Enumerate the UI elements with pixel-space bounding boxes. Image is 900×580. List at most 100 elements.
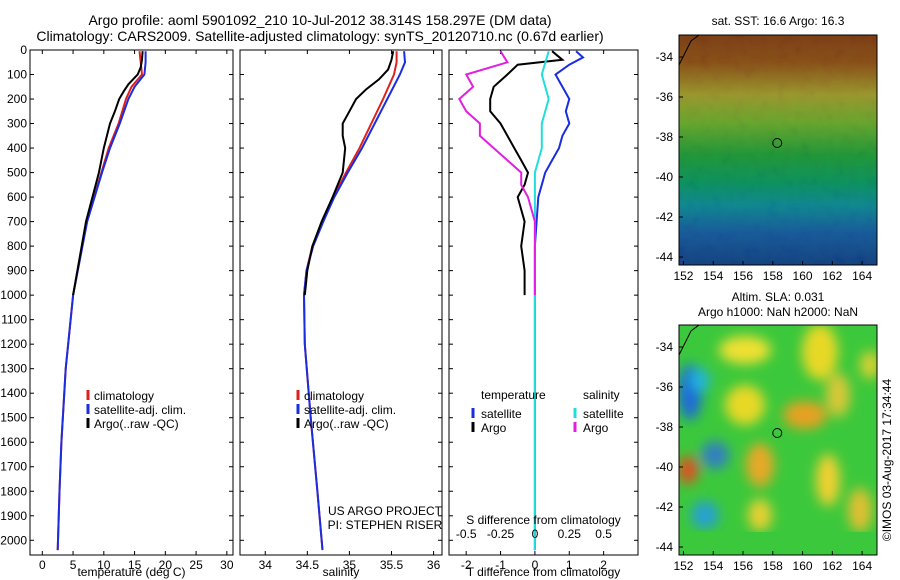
- sla-anomaly-blob: [691, 501, 719, 529]
- sla-anomaly-blob: [701, 441, 729, 469]
- y-tick-label: 900: [7, 264, 27, 278]
- sla-map-title: Altim. SLA: 0.031: [732, 290, 825, 304]
- series-line-salinity-argo: [458, 50, 536, 296]
- map-x-tick-label: 162: [822, 269, 842, 283]
- map-x-tick-label: 152: [673, 559, 693, 573]
- y-tick-label: 1600: [0, 435, 27, 449]
- coastline: [679, 325, 700, 356]
- sla-anomaly-blob: [860, 351, 877, 379]
- map-y-tick-label: -36: [656, 380, 674, 394]
- series-line-satellite-adj-clim-: [302, 51, 407, 551]
- x-tick-label: -2: [461, 558, 472, 572]
- x2-tick-label: 0.5: [595, 527, 612, 541]
- map-y-tick-label: -44: [656, 250, 674, 264]
- map-y-tick-label: -38: [656, 420, 674, 434]
- sla-anomaly-blob: [826, 373, 850, 417]
- x2-tick-label: 0.25: [558, 527, 582, 541]
- y-tick-label: 300: [7, 117, 27, 131]
- legend-label: Argo(..raw -QC): [94, 417, 179, 431]
- series-line-climatology: [56, 51, 144, 551]
- y-tick-label: 1700: [0, 460, 27, 474]
- map-x-tick-label: 164: [852, 269, 872, 283]
- sla-map-field: [679, 325, 877, 555]
- sla-anomaly-blob: [719, 336, 771, 364]
- sla-anomaly-blob: [690, 368, 710, 392]
- y-tick-label: 2000: [0, 533, 27, 547]
- x-tick-label: 34: [259, 558, 273, 572]
- imos-credit: ©IMOS 03-Aug-2017 17:34:44: [880, 379, 894, 542]
- plot-frame-salinity-profile: [239, 49, 443, 556]
- y-tick-label: 1400: [0, 386, 27, 400]
- x-axis-label: salinity: [323, 565, 360, 579]
- x-axis-label: temperature (deg C): [77, 565, 185, 579]
- sst-map-title: sat. SST: 16.6 Argo: 16.3: [712, 14, 845, 28]
- map-x-tick-label: 154: [703, 269, 723, 283]
- x-tick-label: 35.5: [380, 558, 404, 572]
- sla-anomaly-blob: [679, 456, 698, 484]
- y-tick-label: 500: [7, 166, 27, 180]
- legend-label: satellite: [481, 407, 522, 421]
- map-x-tick-label: 156: [733, 559, 753, 573]
- series-line-satellite-adj-clim-: [56, 51, 147, 551]
- legend-header-temperature: temperature: [481, 388, 546, 402]
- sla-anomaly-blobs: [679, 325, 877, 532]
- legend-label: Argo: [481, 421, 507, 435]
- map-x-tick-label: 160: [793, 269, 813, 283]
- y-tick-label: 200: [7, 92, 27, 106]
- x-tick-label: 10: [97, 558, 111, 572]
- x-tick-label: -1: [495, 558, 506, 572]
- y-tick-label: 100: [7, 68, 27, 82]
- map-x-tick-label: 156: [733, 269, 753, 283]
- x-tick-label: 1: [566, 558, 573, 572]
- y-tick-label: 1100: [1, 313, 27, 327]
- x-axis-label: T difference from climatology: [467, 565, 621, 579]
- sst-map-frame: [678, 34, 878, 266]
- series-line-salinity-satellite: [533, 50, 550, 551]
- sla-anomaly-blob: [748, 499, 772, 531]
- legend-label: climatology: [304, 389, 364, 403]
- map-x-tick-label: 158: [763, 269, 783, 283]
- y-tick-label: 1200: [0, 337, 27, 351]
- annotation-pi: PI: STEPHEN RISER: [328, 518, 443, 532]
- sst-map-field: [679, 35, 877, 265]
- legend-label: satellite: [583, 407, 624, 421]
- y-tick-label: 1300: [0, 362, 27, 376]
- y-tick-label: 1000: [0, 288, 27, 302]
- chart-title-line2: Climatology: CARS2009. Satellite-adjuste…: [36, 28, 604, 44]
- map-x-tick-label: 160: [793, 559, 813, 573]
- x-tick-label: 2: [600, 558, 607, 572]
- x2-tick-label: 0: [532, 527, 539, 541]
- annotation-project: US ARGO PROJECT: [328, 504, 443, 518]
- map-y-tick-label: -42: [656, 210, 674, 224]
- sla-map-frame: [678, 324, 878, 556]
- y-tick-label: 1900: [0, 509, 27, 523]
- map-y-tick-label: -40: [656, 170, 674, 184]
- map-y-tick-label: -34: [656, 340, 674, 354]
- map-x-tick-label: 162: [822, 559, 842, 573]
- legend-header-salinity: salinity: [583, 388, 620, 402]
- chart-title-line1: Argo profile: aoml 5901092_210 10-Jul-20…: [88, 12, 552, 28]
- legend-label: Argo(..raw -QC): [304, 417, 389, 431]
- x-tick-label: 36: [427, 558, 441, 572]
- x-tick-label: 0: [39, 558, 46, 572]
- x-tick-label: 15: [128, 558, 142, 572]
- y-tick-label: 800: [7, 239, 27, 253]
- map-y-tick-label: -44: [656, 540, 674, 554]
- series-line-argo-raw-qc-: [72, 51, 144, 296]
- sla-anomaly-blob: [848, 488, 872, 532]
- y-tick-label: 400: [7, 141, 27, 155]
- legend-label: Argo: [583, 421, 609, 435]
- x-tick-label: 30: [220, 558, 234, 572]
- x-tick-label: 5: [70, 558, 77, 572]
- map-y-tick-label: -38: [656, 130, 674, 144]
- series-line-temperature-argo: [489, 50, 565, 296]
- x2-tick-label: -0.5: [456, 527, 477, 541]
- y-tick-label: 1500: [0, 411, 27, 425]
- argo-position-marker: [772, 428, 783, 438]
- coastline: [679, 35, 700, 66]
- y-tick-label: 700: [7, 215, 27, 229]
- x-tick-label: 0: [532, 558, 539, 572]
- y-tick-label: 600: [7, 190, 27, 204]
- legend-label: satellite-adj. clim.: [94, 403, 186, 417]
